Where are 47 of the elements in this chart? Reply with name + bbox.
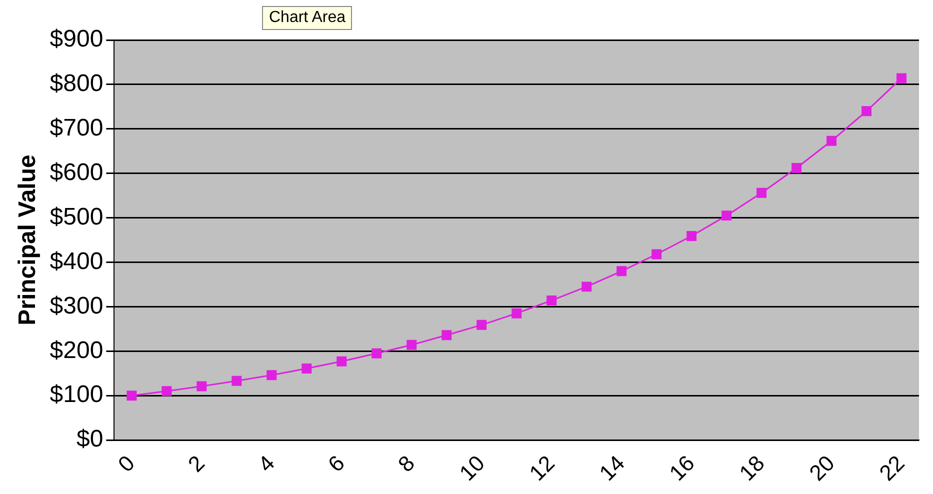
- point: [512, 308, 522, 318]
- point: [756, 188, 767, 198]
- x-tick-label: 16: [664, 450, 700, 486]
- x-tick-label: 20: [804, 450, 840, 486]
- x-tick-label: 18: [734, 450, 770, 486]
- point: [232, 376, 242, 386]
- point: [582, 282, 592, 292]
- x-tick-label: 8: [393, 450, 420, 477]
- point: [862, 106, 872, 116]
- y-axis-title: Principal Value: [14, 154, 42, 326]
- point: [896, 73, 906, 84]
- y-tick-label: $900: [50, 26, 104, 53]
- point: [722, 210, 732, 221]
- x-tick-label: 4: [253, 450, 280, 477]
- y-tick-label: $400: [50, 248, 104, 275]
- point: [302, 363, 312, 374]
- y-tick-label: $500: [50, 203, 104, 230]
- text: Chart Area: [262, 6, 352, 30]
- x-tick-label: 12: [524, 450, 560, 486]
- y-tick-label: $700: [50, 114, 104, 142]
- point: [406, 340, 417, 350]
- x-tick-label: 10: [454, 450, 490, 486]
- x-tick-label: 6: [323, 450, 350, 477]
- point: [792, 163, 802, 173]
- point: [162, 386, 172, 396]
- y-tick-label: $100: [50, 381, 104, 408]
- x-tick-label: 0: [113, 450, 140, 477]
- x-tick-label: 22: [874, 450, 910, 486]
- point: [652, 249, 662, 260]
- point: [546, 295, 557, 306]
- point: [442, 330, 452, 340]
- y-tick-label: $800: [50, 70, 104, 98]
- x-tick-label: 2: [183, 450, 210, 477]
- point: [826, 136, 837, 146]
- y-tick-label: $200: [50, 336, 104, 364]
- point: [616, 266, 627, 276]
- x-tick-label: 14: [594, 450, 630, 486]
- point: [476, 320, 487, 330]
- point: [336, 356, 347, 366]
- point: [196, 381, 207, 392]
- y-tick-label: $300: [50, 292, 104, 320]
- point: [686, 231, 697, 242]
- point: [126, 390, 137, 401]
- point: [372, 348, 382, 358]
- y-tick-label: $0: [76, 426, 104, 453]
- y-tick-label: $600: [50, 158, 104, 186]
- point: [266, 370, 277, 380]
